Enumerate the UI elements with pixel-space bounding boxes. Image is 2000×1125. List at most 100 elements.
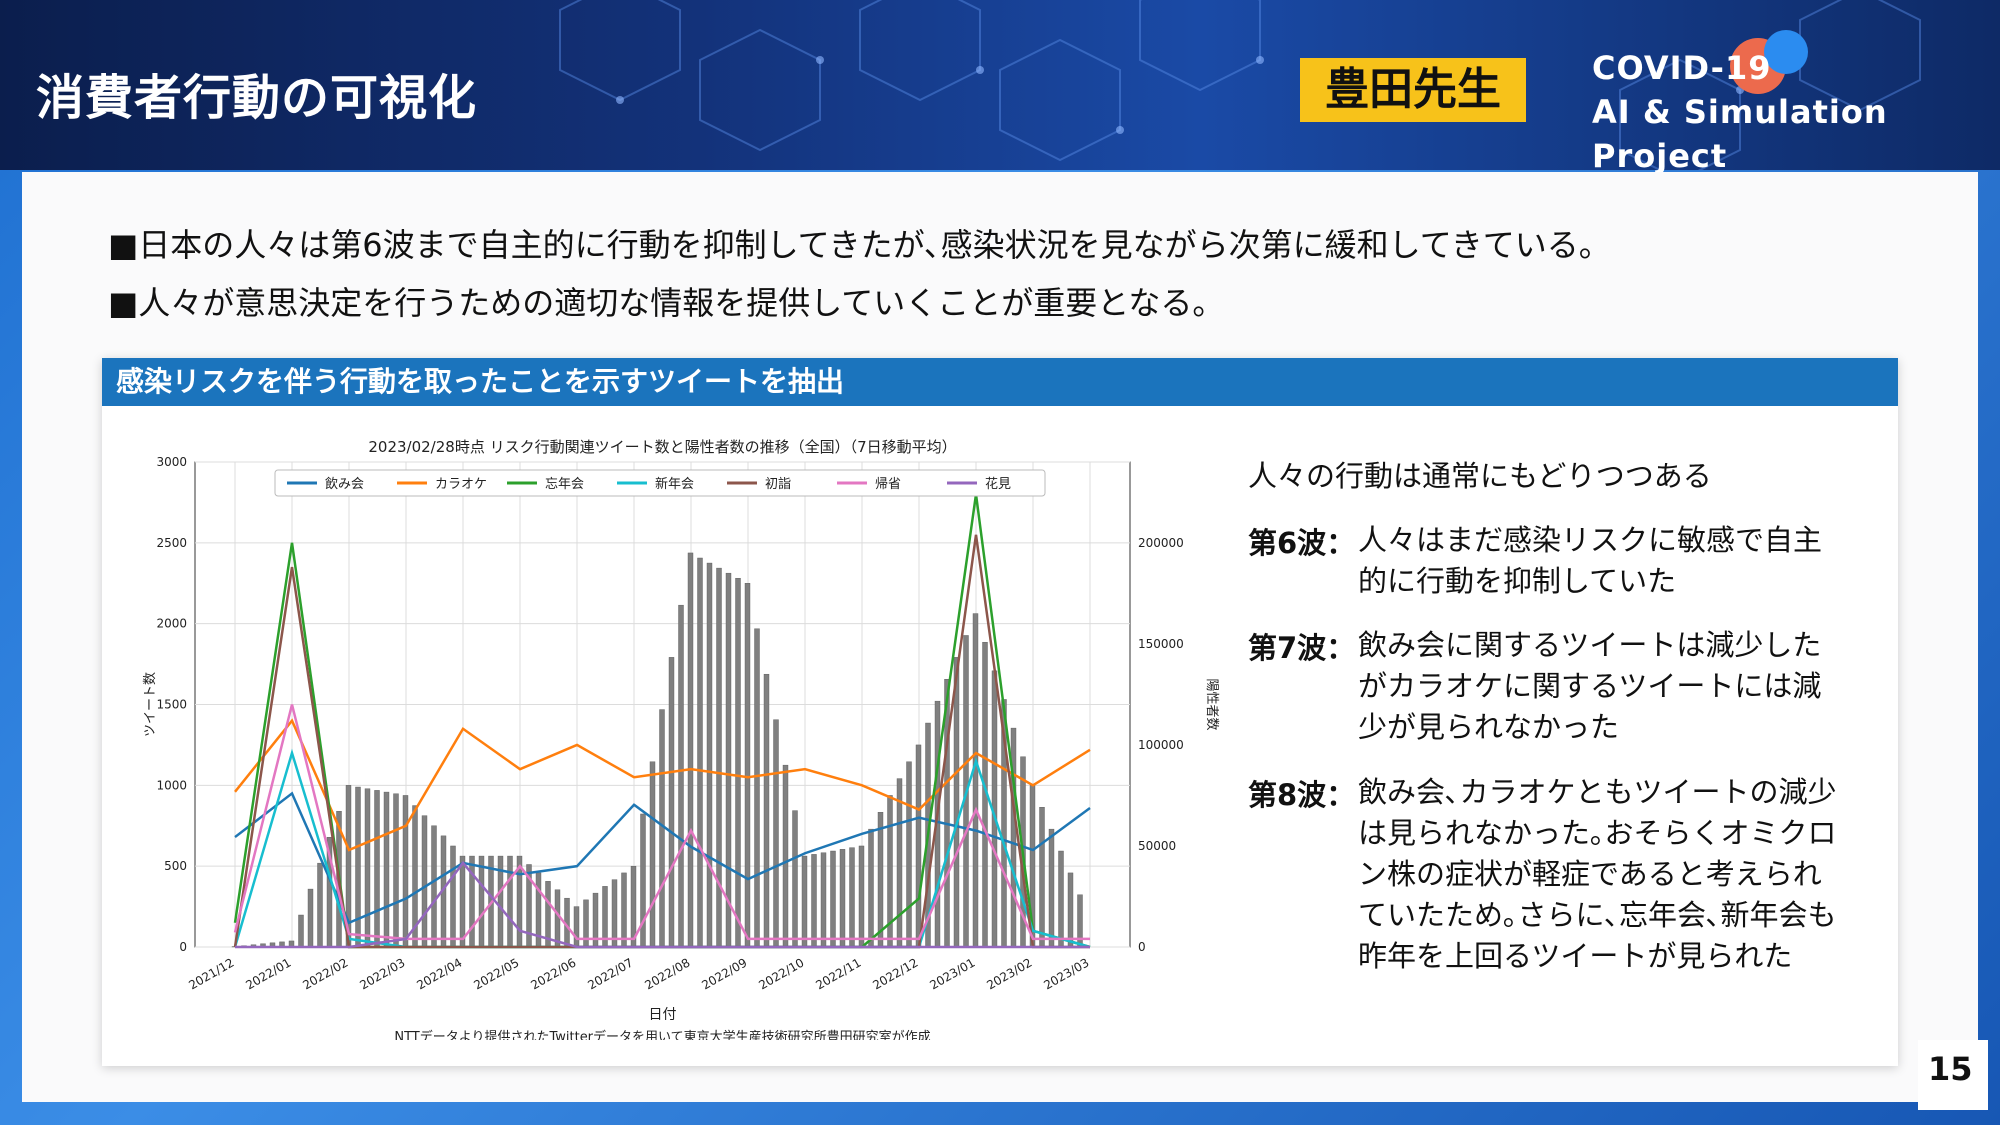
x-axis-label: 日付 (649, 1007, 677, 1023)
panel-title: 感染リスクを伴う行動を取ったことを示すツイートを抽出 (102, 358, 1898, 406)
y-tick-label: 2500 (156, 536, 187, 550)
wave-8-line: は見られなかった｡おそらくオミクロ (1358, 816, 1837, 850)
x-tick-label: 2022/01 (243, 955, 293, 992)
legend-label: 飲み会 (325, 476, 364, 492)
case-bar (374, 790, 380, 948)
case-bar (1058, 850, 1064, 948)
case-bar (820, 852, 827, 948)
case-bar (383, 791, 390, 948)
case-bar (716, 567, 722, 948)
case-bar (1039, 807, 1045, 948)
page-corner (1918, 1040, 1988, 1110)
legend-label: 花見 (985, 476, 1011, 492)
x-tick-label: 2022/06 (528, 955, 578, 992)
project-logo: COVID-19 AI & Simulation Project (1592, 46, 2000, 178)
y2-axis-label: 陽性者数 (1204, 678, 1219, 730)
case-bar (450, 845, 456, 948)
case-bar (317, 862, 323, 948)
x-tick-label: 2022/10 (756, 955, 806, 992)
project-line-2: AI & Simulation Project (1592, 93, 1888, 175)
x-tick-label: 2022/11 (813, 955, 863, 992)
side-lead: 人々の行動は通常にもどりつつある (1248, 459, 1712, 493)
case-bar (298, 914, 304, 948)
case-bar (307, 888, 314, 948)
case-bar (697, 557, 703, 948)
case-bar (792, 810, 798, 948)
case-bar (554, 889, 561, 948)
case-bar (782, 764, 789, 948)
y2-tick-label: 200000 (1138, 536, 1184, 550)
bullet-1: ■日本の人々は第6波まで自主的に行動を抑制してきたが､感染状況を見ながら次第に緩… (108, 226, 1611, 264)
case-bar (659, 709, 665, 948)
chart-title: 2023/02/28時点 リスク行動関連ツイート数と陽性者数の推移（全国）（7日… (368, 438, 956, 456)
x-tick-label: 2023/01 (927, 955, 977, 992)
x-tick-label: 2022/09 (699, 955, 749, 992)
legend-label: 忘年会 (545, 477, 584, 492)
legend-label: カラオケ (435, 477, 487, 492)
x-tick-label: 2022/03 (357, 955, 407, 992)
slide-title: 消費者行動の可視化 (36, 70, 478, 126)
case-bar (1067, 872, 1074, 948)
y2-tick-label: 50000 (1138, 839, 1176, 853)
page-number: 15 (1928, 1050, 1973, 1088)
case-bar (355, 786, 361, 948)
case-bar (459, 855, 466, 948)
x-tick-label: 2023/02 (984, 955, 1034, 992)
network-pattern (559, 0, 1921, 170)
case-bar (773, 719, 779, 948)
case-bar (896, 778, 903, 948)
x-tick-label: 2022/05 (471, 955, 521, 992)
wave-8-line: 昨年を上回るツイートが見られた (1358, 939, 1793, 973)
y-axis-label: ツイート数 (143, 672, 158, 737)
bullet-2: ■人々が意思決定を行うための適切な情報を提供していくことが重要となる。 (108, 284, 1225, 322)
y-tick-label: 2000 (156, 617, 187, 631)
chart-source: NTTデータより提供されたTwitterデータを用いて東京大学生産技術研究所豊田… (394, 1029, 930, 1040)
case-bar (668, 657, 675, 948)
case-bar (706, 562, 713, 948)
slide-header (0, 0, 2000, 170)
legend-label: 初詣 (765, 477, 791, 492)
case-bar (849, 847, 855, 948)
wave-7-line: がカラオケに関するツイートには減 (1358, 669, 1822, 703)
series-line (234, 718, 1091, 852)
case-bar (763, 673, 770, 948)
wave-6-label: 第6波： (1248, 526, 1356, 560)
case-bar (915, 744, 922, 948)
case-bar (972, 613, 979, 948)
case-bar (858, 845, 865, 948)
x-tick-label: 2022/02 (300, 955, 350, 992)
y-tick-label: 0 (179, 940, 187, 954)
case-bar (431, 825, 437, 948)
wave-7-label: 第7波： (1248, 631, 1356, 665)
case-bar (877, 812, 884, 948)
case-bar (678, 604, 684, 948)
wave-8-line: ていたため｡さらに､忘年会､新年会も (1358, 898, 1837, 932)
case-bar (611, 879, 618, 948)
case-bar (754, 628, 760, 948)
case-bar (573, 906, 580, 948)
wave-7-text: 飲み会に関するツイートは減少した がカラオケに関するツイートには減 少が見られな… (1358, 625, 1858, 748)
case-bar (421, 815, 428, 948)
y2-tick-label: 150000 (1138, 637, 1184, 651)
wave-8-line: 飲み会､カラオケともツイートの減少 (1358, 775, 1837, 809)
case-bar (364, 788, 371, 948)
project-line-1: COVID-19 (1592, 49, 1772, 87)
case-bar (811, 854, 817, 948)
series-line (235, 860, 1090, 949)
y-tick-label: 3000 (156, 455, 187, 469)
wave-8-label: 第8波： (1248, 778, 1356, 812)
tweet-chart: 0 500 1000 1500 2000 2500 3000 0 50000 100000 1500… (143, 438, 1219, 1040)
case-bar (735, 577, 741, 948)
y2-tick-label: 0 (1138, 940, 1146, 954)
case-bar (621, 872, 627, 948)
legend-label: 新年会 (655, 476, 694, 492)
wave-7-line: 飲み会に関するツイートは減少した (1358, 628, 1822, 662)
legend-label: 帰省 (875, 476, 901, 492)
wave-6-text: 人々はまだ感染リスクに敏感で自主 的に行動を抑制していた (1358, 520, 1858, 602)
case-bar (402, 795, 409, 948)
case-bar (478, 855, 485, 948)
wave-7-line: 少が見られなかった (1358, 710, 1620, 744)
case-bar (953, 657, 960, 948)
y-tick-label: 500 (164, 859, 187, 873)
series-line (234, 791, 1091, 925)
